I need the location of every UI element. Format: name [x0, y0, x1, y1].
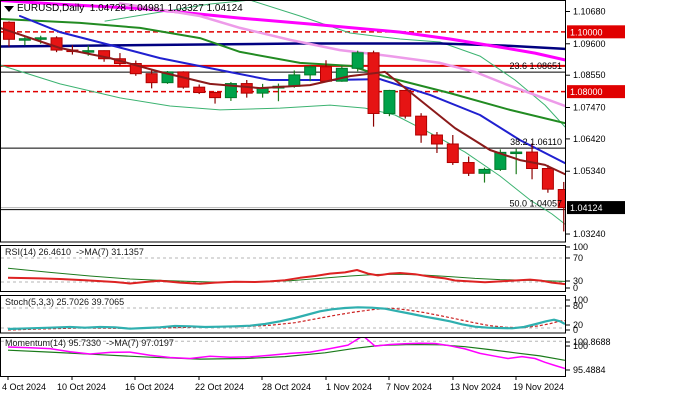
- fib-label-1: 38.2 1.06110: [510, 137, 562, 147]
- ma-green: [1, 18, 565, 125]
- rsi-axis-label: 70: [573, 253, 583, 263]
- price-badge: [567, 25, 625, 39]
- rsi-ma-line: [7, 267, 565, 283]
- ma-plum: [118, 2, 565, 108]
- candle-bear: [446, 143, 459, 164]
- stoch-axis-label: 80: [573, 301, 583, 311]
- stoch-main-line: [7, 306, 565, 331]
- candle-bear: [320, 66, 332, 82]
- price-badge: [567, 201, 625, 215]
- ma-maroon-fast: [1, 27, 565, 176]
- fib-label-2: 50.0 1.04057: [509, 199, 562, 209]
- ma-magenta: [1, 1, 565, 62]
- envelope-lower: [1, 64, 565, 225]
- time-axis-label: 16 Oct 2024: [125, 382, 174, 392]
- time-axis-label: 19 Nov 2024: [513, 382, 564, 392]
- chart-ohlc-values: 1.04728 1.04981 1.03327 1.04124: [89, 3, 243, 14]
- candle-bear: [526, 151, 539, 170]
- ma-navy-slow: [1, 42, 565, 51]
- price-badge-label: 1.10000: [570, 27, 603, 37]
- chart-symbol-period: EURUSD,Daily: [17, 3, 85, 14]
- stoch-panel: [1, 306, 565, 331]
- candle-bull: [161, 71, 174, 84]
- time-axis-label: 13 Nov 2024: [450, 382, 501, 392]
- fib-label-0: 23.6 1.08651: [509, 61, 562, 71]
- time-axis-label: 1 Nov 2024: [326, 382, 372, 392]
- candle-bull: [288, 74, 301, 87]
- momentum-ma-line: [7, 343, 565, 361]
- candle-bear: [50, 37, 63, 51]
- momentum-axis-label: 95.4884: [573, 365, 606, 375]
- candle-bull: [494, 151, 507, 170]
- time-axis-label: 4 Oct 2024: [2, 382, 46, 392]
- price-axis-scale[interactable]: [566, 0, 700, 377]
- rsi-panel: [1, 257, 565, 286]
- time-axis-label: 22 Oct 2024: [195, 382, 244, 392]
- chart-title: EURUSD,Daily 1.04728 1.04981 1.03327 1.0…: [17, 3, 243, 14]
- candle-bear: [145, 73, 158, 84]
- candle-bull: [82, 50, 95, 53]
- panel-frame-1: [0, 245, 566, 292]
- price-axis-label: 1.05340: [573, 166, 606, 176]
- price-badge-label: 1.08000: [570, 87, 603, 97]
- candle-bear: [129, 63, 142, 75]
- symbol-marker-icon[interactable]: [4, 6, 14, 12]
- candle-bull: [351, 52, 364, 69]
- stoch-axis-label: 100: [573, 295, 588, 305]
- envelope-upper: [104, 1, 565, 128]
- candle-bull: [510, 151, 523, 155]
- candle-bear: [462, 162, 475, 174]
- candle-bear: [177, 71, 190, 88]
- price-axis-label: 1.09600: [573, 39, 606, 49]
- momentum-axis-label: 100: [573, 341, 588, 351]
- candle-bull: [478, 168, 491, 174]
- momentum-main-line: [7, 338, 565, 370]
- candle-bull: [304, 66, 317, 76]
- candle-bull: [335, 67, 348, 82]
- candle-bear: [209, 92, 222, 99]
- rsi-axis-label: 0: [573, 283, 578, 293]
- candle-bear: [541, 168, 554, 190]
- candle-bull: [34, 37, 47, 40]
- time-axis-label: 10 Oct 2024: [57, 382, 106, 392]
- candle-bull: [18, 38, 31, 41]
- price-badge-label: 1.04124: [570, 203, 603, 213]
- candle-bear: [193, 86, 206, 94]
- momentum-indicator-label: Momentum(14) 95.7330 ->MA(7) 97.0197: [5, 338, 174, 348]
- candle-bull: [383, 89, 396, 114]
- candle-bull: [224, 83, 237, 99]
- momentum-axis-label: 100.8688: [573, 337, 611, 347]
- price-axis-label: 1.03240: [573, 229, 606, 239]
- price-axis-label: 1.10680: [573, 6, 606, 16]
- candle-bear: [415, 115, 428, 136]
- price-axis-label: 1.07470: [573, 102, 606, 112]
- price-badge: [567, 85, 625, 99]
- candle-bear: [240, 83, 253, 94]
- main-price-panel: [1, 1, 565, 232]
- candle-bear: [557, 189, 565, 209]
- stoch-indicator-label: Stoch(5,3,3) 25.7026 39.7065: [5, 297, 125, 307]
- candle-bear: [399, 89, 412, 117]
- stoch-axis-label: 0: [573, 325, 578, 335]
- rsi-axis-label: 30: [573, 276, 583, 286]
- time-axis-label: 7 Nov 2024: [386, 382, 432, 392]
- price-axis-label: 1.06420: [573, 134, 606, 144]
- candle-bear: [367, 52, 380, 114]
- candle-bear: [430, 134, 443, 145]
- panel-frame-0: [0, 0, 566, 243]
- stoch-axis-label: 20: [573, 320, 583, 330]
- candle-bear: [98, 50, 111, 60]
- momentum-panel: [1, 338, 565, 370]
- time-axis-label: 28 Oct 2024: [262, 382, 311, 392]
- rsi-indicator-label: RSI(14) 26.4610 ->MA(7) 31.1357: [5, 247, 144, 257]
- rsi-main-line: [7, 269, 565, 286]
- rsi-axis-label: 100: [573, 242, 588, 252]
- price-axis-label: 1.08550: [573, 70, 606, 80]
